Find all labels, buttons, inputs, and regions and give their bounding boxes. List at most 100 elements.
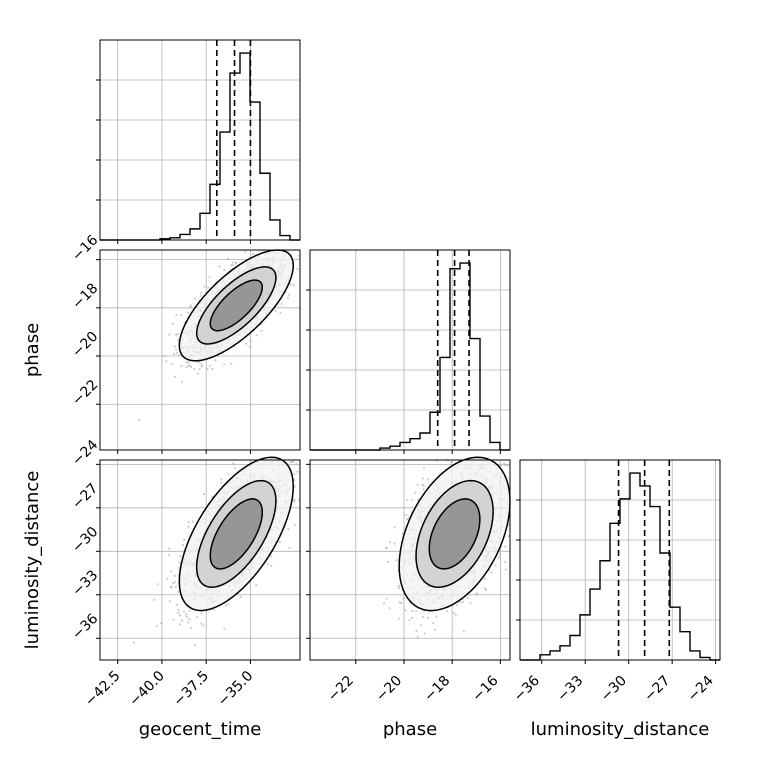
sample-point bbox=[185, 360, 188, 363]
sample-point bbox=[445, 610, 448, 613]
sample-point bbox=[160, 622, 163, 625]
sample-point bbox=[180, 314, 183, 317]
sample-point bbox=[416, 635, 419, 638]
histogram-bin bbox=[680, 632, 690, 660]
sample-point bbox=[189, 306, 192, 309]
sample-point bbox=[401, 532, 404, 536]
sample-point bbox=[415, 610, 418, 613]
sample-point bbox=[203, 285, 206, 288]
sample-point bbox=[411, 616, 414, 619]
sample-point bbox=[174, 333, 178, 336]
tick-label-x: −20 bbox=[373, 673, 405, 705]
sample-point bbox=[224, 604, 228, 607]
histogram-bin bbox=[470, 339, 480, 450]
sample-point bbox=[181, 543, 185, 547]
sample-point bbox=[393, 542, 396, 545]
sample-point bbox=[213, 608, 216, 611]
histogram-bin bbox=[560, 646, 570, 660]
sample-point bbox=[187, 364, 190, 368]
tick-label-x: −37.5 bbox=[171, 668, 213, 710]
sample-point bbox=[244, 250, 247, 253]
sample-point bbox=[230, 362, 233, 365]
sample-point bbox=[200, 363, 203, 366]
sample-point bbox=[179, 554, 182, 558]
sample-point bbox=[426, 478, 429, 481]
sample-point bbox=[171, 322, 174, 325]
sample-point bbox=[174, 585, 177, 588]
sample-point bbox=[293, 473, 296, 476]
axis-label-y: luminosity_distance bbox=[22, 471, 43, 650]
sample-point bbox=[153, 598, 156, 601]
sample-point bbox=[494, 564, 497, 567]
sample-point bbox=[504, 560, 507, 564]
sample-point bbox=[406, 518, 409, 521]
sample-point bbox=[289, 283, 292, 286]
sample-point bbox=[397, 586, 400, 589]
panel-frame bbox=[309, 249, 511, 451]
tick-label-x: −33 bbox=[554, 673, 586, 705]
sample-point bbox=[400, 601, 403, 605]
sample-point bbox=[295, 462, 298, 465]
sample-point bbox=[184, 613, 188, 616]
tick-label-x: −24 bbox=[685, 673, 717, 705]
sample-point bbox=[386, 560, 389, 563]
sample-point bbox=[433, 628, 436, 631]
tick-label-x: −18 bbox=[421, 673, 453, 705]
sample-point bbox=[168, 553, 171, 557]
sample-point bbox=[202, 624, 205, 627]
sample-point bbox=[411, 499, 414, 502]
sample-point bbox=[171, 363, 174, 366]
sample-point bbox=[274, 309, 277, 313]
sample-point bbox=[180, 365, 183, 368]
sample-point bbox=[450, 461, 453, 464]
sample-point bbox=[175, 351, 178, 354]
sample-point bbox=[469, 602, 472, 605]
sample-point bbox=[422, 484, 425, 488]
sample-point bbox=[227, 603, 230, 606]
sample-point bbox=[385, 597, 388, 600]
sample-point bbox=[175, 348, 178, 351]
sample-point bbox=[190, 626, 193, 629]
sample-point bbox=[220, 478, 223, 481]
sample-point bbox=[187, 520, 190, 524]
sample-point bbox=[382, 602, 386, 605]
sample-point bbox=[166, 577, 169, 580]
sample-point bbox=[186, 615, 189, 619]
sample-point bbox=[266, 563, 269, 566]
sample-point bbox=[200, 612, 203, 615]
histogram-bin bbox=[400, 442, 410, 450]
sample-point bbox=[388, 541, 391, 544]
sample-point bbox=[416, 483, 419, 486]
sample-point bbox=[172, 618, 175, 621]
sample-point bbox=[188, 609, 191, 612]
sample-point bbox=[475, 592, 478, 595]
sample-point bbox=[507, 535, 510, 538]
axis-label-y: phase bbox=[22, 323, 43, 377]
sample-point bbox=[431, 622, 435, 625]
histogram-bin bbox=[420, 433, 430, 450]
sample-point bbox=[208, 276, 211, 279]
histogram-bin bbox=[260, 173, 270, 240]
sample-point bbox=[280, 302, 283, 306]
tick-label-x: −36 bbox=[511, 673, 543, 705]
histogram-bin bbox=[250, 102, 260, 240]
panel-geocent_time bbox=[100, 40, 300, 240]
sample-point bbox=[156, 583, 159, 586]
sample-point bbox=[270, 555, 273, 558]
sample-point bbox=[190, 365, 193, 368]
histogram-bin bbox=[210, 184, 220, 240]
sample-point bbox=[278, 541, 281, 544]
histogram-bin bbox=[180, 234, 190, 240]
sample-point bbox=[198, 368, 201, 371]
sample-point bbox=[187, 525, 190, 528]
histogram-bin bbox=[550, 651, 560, 660]
sample-point bbox=[499, 464, 502, 468]
sample-point bbox=[208, 364, 211, 368]
histogram-bin bbox=[630, 473, 640, 660]
sample-point bbox=[233, 466, 236, 469]
sample-point bbox=[200, 622, 203, 625]
sample-point bbox=[296, 470, 299, 473]
sample-point bbox=[207, 286, 210, 289]
sample-point bbox=[255, 583, 258, 587]
sample-point bbox=[255, 334, 258, 337]
